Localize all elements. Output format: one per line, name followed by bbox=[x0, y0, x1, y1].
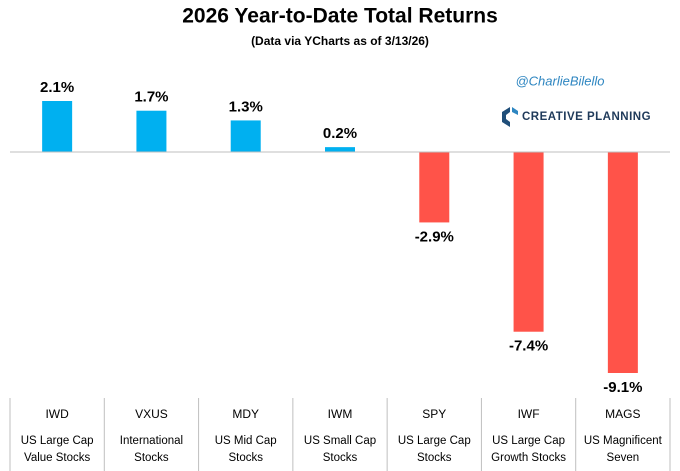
value-label: 1.3% bbox=[229, 98, 263, 115]
value-label: -9.1% bbox=[603, 379, 642, 396]
bar bbox=[607, 152, 638, 373]
value-label: 2.1% bbox=[40, 79, 74, 96]
bar bbox=[419, 152, 450, 223]
x-tick-label: IWM bbox=[328, 407, 353, 421]
category-description: US Magnificent bbox=[584, 435, 663, 447]
value-label: 0.2% bbox=[323, 125, 357, 142]
chart-title: 2026 Year-to-Date Total Returns bbox=[182, 5, 498, 28]
x-tick-label: IWD bbox=[45, 407, 69, 421]
category-description: US Large Cap bbox=[492, 435, 565, 447]
category-description: Stocks bbox=[417, 452, 452, 464]
category-description: Stocks bbox=[323, 452, 358, 464]
x-tick-label: IWF bbox=[518, 407, 540, 421]
category-description: Value Stocks bbox=[24, 452, 91, 464]
bar bbox=[325, 147, 355, 152]
category-description: International bbox=[120, 435, 183, 447]
category-description: US Mid Cap bbox=[215, 435, 277, 447]
category-description: Seven bbox=[607, 452, 640, 464]
x-tick-label: MAGS bbox=[605, 407, 640, 421]
value-label: -2.9% bbox=[415, 228, 454, 245]
x-tick-label: SPY bbox=[422, 407, 446, 421]
brand: CREATIVE PLANNING bbox=[522, 111, 651, 123]
brand-logo bbox=[502, 107, 518, 127]
category-description: US Small Cap bbox=[304, 435, 376, 447]
bar bbox=[42, 101, 73, 152]
bar bbox=[513, 152, 544, 332]
category-description: Stocks bbox=[134, 452, 169, 464]
category-description: US Large Cap bbox=[21, 435, 94, 447]
value-label: 1.7% bbox=[134, 89, 168, 106]
handle: @CharlieBilello bbox=[515, 73, 604, 88]
bar bbox=[136, 110, 167, 152]
category-description: US Large Cap bbox=[398, 435, 471, 447]
x-tick-label: MDY bbox=[232, 407, 259, 421]
x-tick-label: VXUS bbox=[135, 407, 168, 421]
category-description: Stocks bbox=[228, 452, 263, 464]
bar bbox=[230, 120, 261, 152]
chart-subtitle: (Data via YCharts as of 3/13/26) bbox=[251, 34, 429, 48]
value-label: -7.4% bbox=[509, 338, 548, 355]
category-description: Growth Stocks bbox=[491, 452, 566, 464]
